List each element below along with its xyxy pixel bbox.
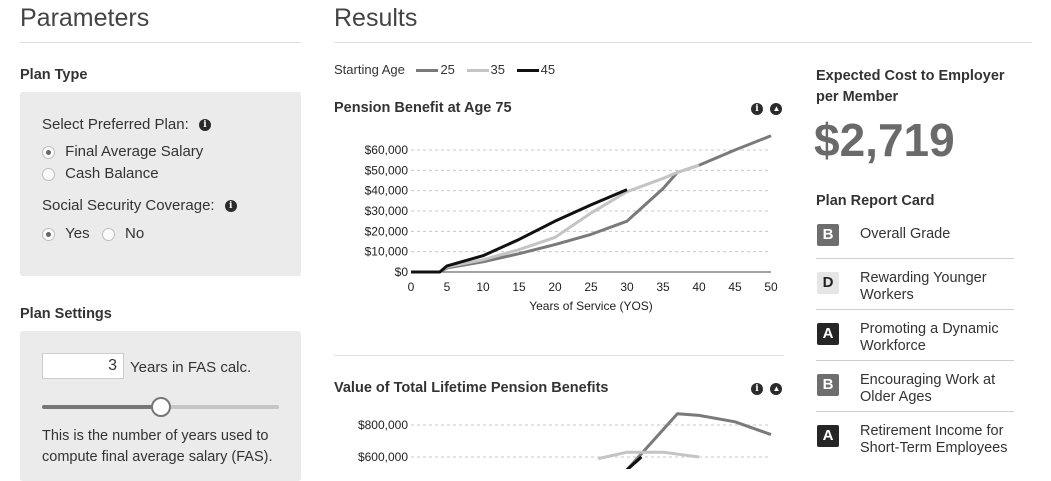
divider	[816, 309, 1014, 310]
y-tick-label: $60,000	[365, 143, 409, 157]
divider	[816, 411, 1014, 412]
parameters-title: Parameters	[20, 4, 150, 32]
plan-type-title: Plan Type	[20, 67, 88, 83]
chart2-title: Value of Total Lifetime Pension Benefits	[334, 380, 609, 396]
legend-title: Starting Age	[334, 62, 405, 77]
plan-option-label: Final Average Salary	[65, 143, 204, 160]
grade-badge: B	[817, 224, 839, 246]
x-tick-label: 10	[476, 280, 490, 294]
legend-label: 25	[440, 62, 455, 77]
y-tick-label: $10,000	[365, 245, 409, 259]
fas-years-label: Years in FAS calc.	[130, 359, 252, 376]
lifetime-benefits-chart: $600,000 $800,000	[358, 412, 772, 469]
info-icon[interactable]: i	[224, 200, 237, 213]
legend-swatch	[416, 69, 439, 73]
fas-description: This is the number of years used to comp…	[42, 428, 273, 465]
grade-label: Rewarding Younger Workers	[860, 270, 987, 303]
ss-option-no[interactable]: No	[101, 225, 145, 242]
x-tick-label: 40	[692, 280, 706, 294]
grade-badge: A	[817, 425, 839, 447]
divider	[20, 42, 301, 43]
cost-value: $2,719	[814, 114, 955, 166]
legend-item-25[interactable]: 25	[408, 62, 455, 77]
info-icon[interactable]: i	[751, 102, 763, 115]
series-line-45	[626, 455, 643, 469]
grade-badge: A	[817, 323, 839, 345]
preferred-plan-label: Select Preferred Plan:	[42, 116, 189, 133]
y-tick-label: $600,000	[358, 450, 408, 464]
fas-years-input[interactable]	[42, 353, 124, 379]
series-line-45	[411, 188, 628, 274]
grade-label: Overall Grade	[860, 226, 951, 242]
legend-swatch	[516, 69, 539, 73]
x-tick-label: 0	[408, 280, 415, 294]
plan-type-panel: Select Preferred Plan: i Final Average S…	[20, 92, 301, 276]
ss-option-label: Yes	[65, 225, 90, 242]
report-card-title: Plan Report Card	[816, 193, 935, 209]
results-title: Results	[334, 4, 418, 32]
y-tick-label: $50,000	[365, 163, 409, 177]
social-security-row: Social Security Coverage: i	[42, 197, 237, 214]
legend-swatch	[466, 69, 489, 73]
grade-label: Encouraging Work at Older Ages	[860, 372, 996, 405]
chart2-controls: i ▲	[751, 380, 783, 398]
legend-item-45[interactable]: 45	[509, 62, 555, 77]
chart1-title: Pension Benefit at Age 75	[334, 100, 512, 116]
grade-badge: D	[817, 272, 839, 294]
divider	[334, 42, 1032, 43]
series-line-35	[597, 450, 700, 461]
slider-handle[interactable]	[150, 397, 171, 417]
grade-label: Promoting a Dynamic Workforce	[860, 321, 999, 354]
radio-unselected-icon[interactable]	[42, 167, 55, 181]
radio-selected-icon[interactable]	[42, 145, 55, 159]
slider-fill	[42, 405, 161, 409]
x-tick-label: 15	[512, 280, 526, 294]
plan-option-final-average-salary[interactable]: Final Average Salary	[42, 143, 203, 160]
series-line-35	[411, 163, 700, 274]
chart1-controls: i ▲	[751, 100, 783, 118]
ss-option-row: Yes No	[42, 225, 144, 242]
y-tick-label: $40,000	[365, 184, 409, 198]
y-tick-label: $0	[395, 265, 409, 279]
legend-item-35[interactable]: 35	[459, 62, 505, 77]
x-tick-label: 20	[548, 280, 562, 294]
plan-settings-title: Plan Settings	[20, 306, 112, 322]
radio-unselected-icon[interactable]	[101, 227, 115, 241]
pension-benefit-chart: $0 $10,000 $20,000 $30,000 $40,000 $50,000 $60…	[365, 134, 778, 313]
cost-label: Expected Cost to Employer per Member	[816, 68, 1005, 105]
divider	[334, 355, 784, 356]
x-tick-label: 5	[444, 280, 451, 294]
x-axis-label: Years of Service (YOS)	[529, 299, 653, 313]
chevron-up-icon[interactable]: ▲	[770, 382, 783, 395]
grade-badge: B	[817, 374, 839, 396]
ss-option-yes[interactable]: Yes	[42, 225, 94, 242]
fas-slider[interactable]	[42, 397, 279, 417]
divider	[816, 360, 1014, 361]
x-tick-label: 45	[728, 280, 742, 294]
y-tick-label: $20,000	[365, 224, 409, 238]
info-icon[interactable]: i	[751, 382, 763, 395]
plan-option-cash-balance[interactable]: Cash Balance	[42, 165, 159, 182]
x-tick-label: 30	[620, 280, 634, 294]
y-tick-label: $800,000	[358, 418, 408, 432]
ss-option-label: No	[125, 225, 145, 242]
divider	[816, 258, 1014, 259]
grade-label: Retirement Income for Short-Term Employe…	[860, 423, 1008, 456]
x-tick-label: 35	[656, 280, 670, 294]
info-icon[interactable]: i	[198, 119, 211, 132]
plan-option-label: Cash Balance	[65, 165, 159, 182]
legend-label: 35	[490, 62, 506, 77]
x-tick-label: 50	[764, 280, 778, 294]
x-tick-label: 25	[584, 280, 598, 294]
radio-selected-icon[interactable]	[42, 227, 55, 241]
series-line-25	[625, 412, 772, 469]
y-tick-label: $30,000	[365, 204, 409, 218]
legend-label: 45	[540, 62, 556, 77]
preferred-plan-row: Select Preferred Plan: i	[42, 116, 211, 133]
social-security-label: Social Security Coverage:	[42, 197, 215, 214]
starting-age-legend: Starting Age 25 35 45	[334, 62, 555, 77]
chevron-up-icon[interactable]: ▲	[770, 102, 783, 115]
plan-settings-panel: Years in FAS calc. This is the number of…	[20, 331, 301, 481]
